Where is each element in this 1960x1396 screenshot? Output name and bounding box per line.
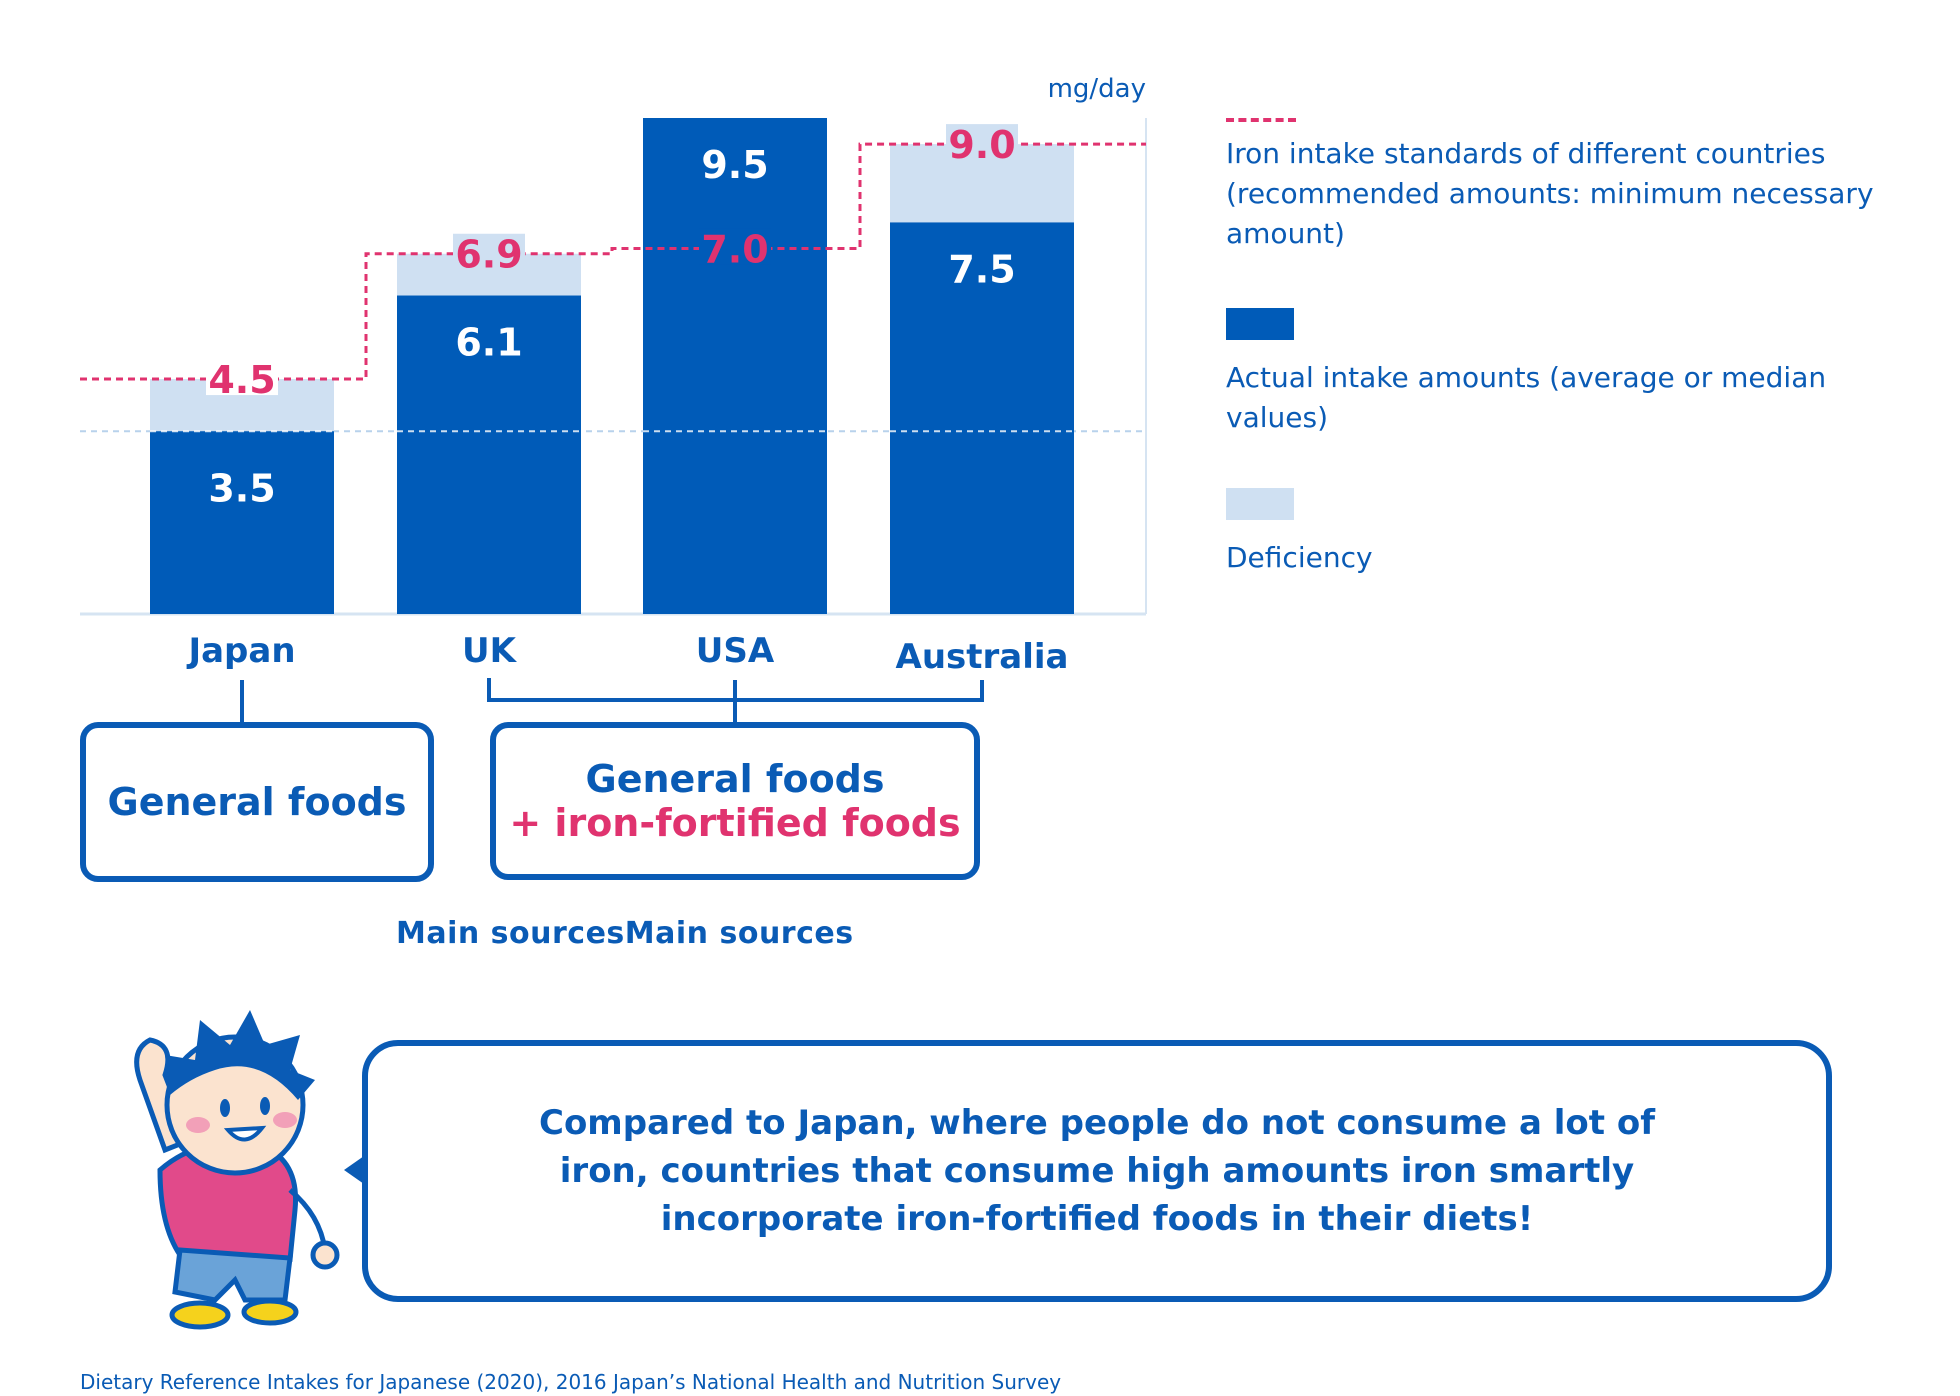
actual-bar-uk [397, 295, 581, 614]
category-label-uk: UK [462, 631, 518, 671]
legend-deficiency-text: Deficiency [1226, 541, 1373, 574]
fortified-line2: + iron-fortified foods [509, 801, 961, 845]
bubble-text: Compared to Japan, where people do not c… [539, 1103, 1655, 1239]
actual-bar-japan [150, 431, 334, 614]
legend-standard-text: Iron intake standards of different count… [1226, 137, 1874, 250]
unit-label: mg/day [1048, 74, 1146, 104]
actual-value-label-australia: 7.5 [948, 247, 1015, 291]
speech-bubble: Compared to Japan, where people do not c… [362, 1040, 1832, 1302]
bubble-tail [344, 1156, 364, 1184]
category-label-japan: Japan [186, 631, 295, 671]
actual-value-label-japan: 3.5 [208, 466, 275, 510]
standard-value-label-usa: 7.0 [701, 228, 768, 272]
standard-label-bg-uk [453, 233, 525, 270]
standard-label-bg-australia [946, 124, 1018, 161]
actual-bar-usa [643, 118, 827, 614]
standard-value-label-japan: 4.5 [208, 358, 275, 402]
footnote: Dietary Reference Intakes for Japanese (… [80, 1370, 1062, 1394]
general-foods-box: General foods [80, 722, 434, 882]
legend-actual-text: Actual intake amounts (average or median… [1226, 361, 1827, 434]
standard-value-label-uk: 6.9 [455, 233, 522, 277]
standard-step-line [80, 142, 1146, 381]
standard-label-bg-usa [699, 228, 771, 265]
category-label-usa: USA [696, 631, 775, 671]
actual-value-label-uk: 6.1 [455, 321, 522, 365]
actual-bar-australia [890, 222, 1074, 614]
standard-value-label-australia: 9.0 [948, 123, 1015, 167]
general-foods-label: General foods [107, 780, 407, 824]
category-label-australia: Australia [896, 637, 1069, 677]
main-sources-caption: Main sourcesMain sources [396, 916, 854, 951]
standard-label-bg-japan [206, 359, 278, 396]
fortified-foods-box: General foods + iron-fortified foods [490, 722, 980, 880]
fortified-line1: General foods [585, 757, 885, 801]
actual-value-label-usa: 9.5 [701, 143, 768, 187]
mascot-boy-icon [134, 1010, 340, 1330]
legend-deficiency-swatch [1226, 488, 1294, 520]
legend-standard-swatch [1226, 118, 1296, 122]
legend-actual-swatch [1226, 308, 1294, 340]
